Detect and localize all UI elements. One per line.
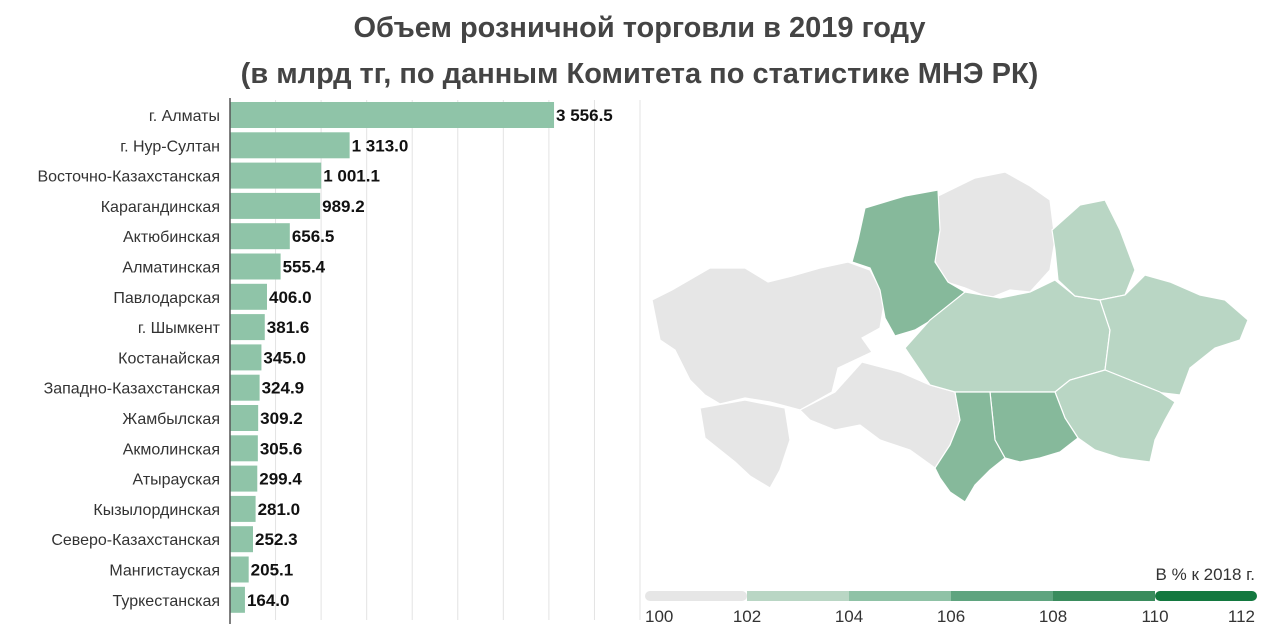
value-label: 656.5 (292, 227, 335, 246)
category-label: Западно-Казахстанская (44, 381, 220, 398)
value-label: 164.0 (247, 591, 290, 610)
category-label: Кызылординская (93, 502, 220, 519)
chart-subtitle: (в млрд тг, по данным Комитета по статис… (240, 58, 1039, 90)
value-label: 381.6 (267, 318, 310, 337)
legend-tick-label: 104 (835, 607, 863, 626)
legend-tick-label: 106 (937, 607, 965, 626)
map-region-pavlodar (1051, 199, 1136, 301)
bar (230, 253, 281, 280)
bar (230, 374, 260, 401)
kazakhstan-map (651, 171, 1249, 503)
bar (230, 526, 253, 553)
legend-swatch (645, 591, 747, 601)
value-label: 252.3 (255, 530, 298, 549)
color-legend: 100 102 104 106 108 110 112 (645, 591, 1257, 626)
category-label: Северо-Казахстанская (51, 532, 220, 549)
value-label: 299.4 (259, 470, 302, 489)
category-label: Алматинская (122, 260, 220, 277)
legend-swatch (1053, 591, 1155, 601)
legend-tick-label: 108 (1039, 607, 1067, 626)
category-label: Атырауская (133, 472, 221, 489)
bar (230, 495, 256, 522)
bar (230, 223, 290, 250)
legend-swatch (951, 591, 1053, 601)
value-label: 1 001.1 (323, 167, 380, 186)
map-region-mangystau (699, 399, 791, 489)
bar-chart: г. Алматы 3 556.5 г. Нур-Султан 1 313.0 Вост… (37, 98, 641, 624)
category-label: Туркестанская (113, 593, 220, 610)
bar (230, 102, 555, 128)
legend-swatch (747, 591, 849, 601)
value-label: 281.0 (258, 500, 301, 519)
bar (230, 465, 258, 492)
legend-tick-label: 102 (733, 607, 761, 626)
value-label: 3 556.5 (556, 106, 613, 125)
legend-tick-label: 112 (1228, 607, 1255, 626)
map-region-turkestan (934, 391, 1006, 503)
category-label: Восточно-Казахстанская (37, 169, 220, 186)
value-label: 555.4 (283, 258, 326, 277)
legend-title: В % к 2018 г. (1155, 565, 1255, 584)
bar (230, 344, 262, 371)
value-label: 205.1 (251, 561, 294, 580)
category-label: Актюбинская (123, 229, 220, 246)
legend-tick-label: 100 (645, 607, 673, 626)
legend-swatch (849, 591, 951, 601)
bar (230, 435, 258, 462)
category-label: г. Алматы (149, 108, 220, 125)
category-label: г. Шымкент (138, 320, 221, 337)
bar (230, 405, 259, 431)
legend-swatch (1155, 591, 1257, 601)
category-label: Акмолинская (123, 441, 220, 458)
bar (230, 314, 265, 341)
value-label: 345.0 (263, 348, 306, 367)
chart-title: Объем розничной торговли в 2019 году (353, 12, 926, 44)
value-label: 989.2 (322, 197, 365, 216)
legend-tick-label: 110 (1141, 607, 1168, 626)
category-label: Жамбылская (122, 411, 220, 428)
value-label: 1 313.0 (352, 136, 409, 155)
value-label: 324.9 (262, 379, 305, 398)
category-label: Мангистауская (109, 563, 220, 580)
value-label: 309.2 (260, 409, 303, 428)
category-label: Карагандинская (101, 199, 220, 216)
value-label: 406.0 (269, 288, 312, 307)
map-region-north (929, 171, 1056, 299)
value-label: 305.6 (260, 439, 303, 458)
category-label: г. Нур-Султан (120, 138, 220, 155)
bar (230, 586, 245, 613)
bar (230, 162, 322, 189)
map-region-west-kazakhstan (651, 261, 886, 411)
bar (230, 283, 267, 310)
bar (230, 556, 249, 583)
map-region-almaty (1054, 369, 1176, 463)
category-label: Павлодарская (113, 290, 220, 307)
bar (230, 132, 350, 159)
bar (230, 192, 321, 219)
category-label: Костанайская (118, 350, 220, 367)
